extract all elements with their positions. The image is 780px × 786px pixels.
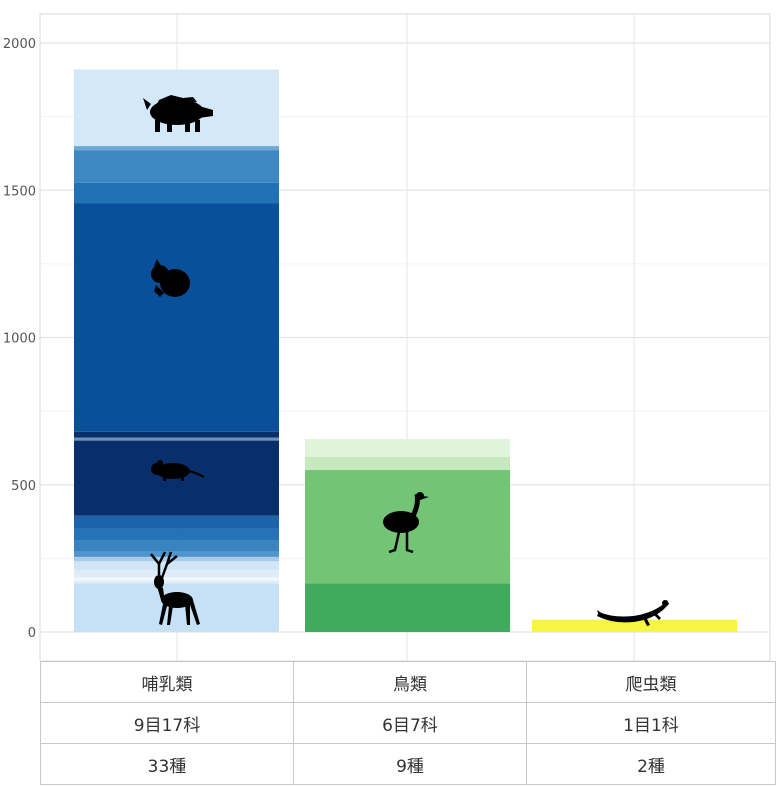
deer-icon [150,551,200,625]
table-row: 33種 9種 2種 [40,743,776,785]
table-row: 9目17科 6目7科 1目1科 [40,702,776,744]
y-tick-label: 0 [28,626,36,641]
y-tick-label: 500 [11,479,36,494]
bar-segment [305,439,510,457]
y-axis-tick-labels: 0 500 1000 1500 2000 [3,37,36,641]
y-tick-label: 1000 [3,332,36,347]
table-cell: 9種 [293,743,527,785]
bar-1 [74,69,279,632]
bar-segment [74,437,279,441]
boar-icon [143,95,213,132]
table-cell: 哺乳類 [40,661,294,703]
bar-3 [532,619,737,632]
bar-segment [74,203,279,432]
bar-segment [305,456,510,471]
y-tick-label: 2000 [3,37,36,52]
animal-silhouettes [143,95,669,626]
table-cell: 2種 [526,743,776,785]
bar-segment [74,150,279,183]
bar-segment [74,431,279,438]
bar-segment [305,583,510,632]
bar-segment [74,528,279,541]
mouse-icon [151,460,205,481]
summary-table: 哺乳類 鳥類 爬虫類 9目17科 6目7科 1目1科 33種 9種 2種 [40,661,776,785]
bar-segment [74,540,279,552]
emu-icon [383,492,429,554]
squirrel-icon [151,259,190,297]
y-tick-label: 1500 [3,184,36,199]
bar-segment [74,551,279,557]
bar-segment [74,146,279,151]
bar-segment [74,561,279,571]
stacked-bar-chart: 0 500 1000 1500 2000 [3,13,771,661]
bar-2 [305,439,510,632]
bar-segment [74,515,279,529]
bar-segment [74,556,279,562]
table-cell: 9目17科 [40,702,294,744]
table-cell: 6目7科 [293,702,527,744]
table-cell: 鳥類 [293,661,527,703]
bar-segment [74,570,279,578]
bar-segment [74,577,279,581]
bar-segment [532,619,737,632]
table-cell: 爬虫類 [526,661,776,703]
table-cell: 33種 [40,743,294,785]
lizard-icon [597,600,669,626]
bar-segment [74,580,279,584]
bar-segment [74,182,279,204]
table-cell: 1目1科 [526,702,776,744]
table-row: 哺乳類 鳥類 爬虫類 [40,661,776,703]
